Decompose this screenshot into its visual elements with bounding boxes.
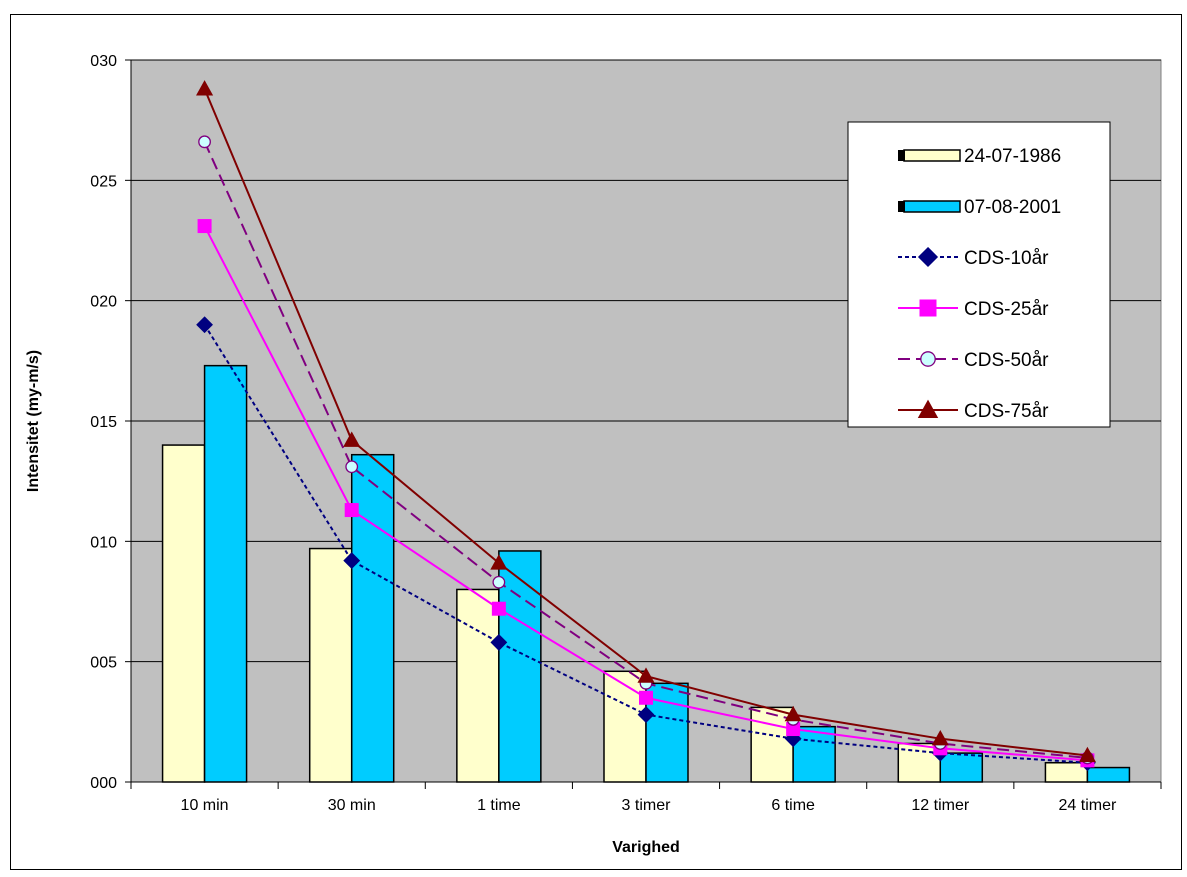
y-tick-label: 025 [90,173,117,190]
point-square-3 [639,690,653,705]
legend-key-bar-shadow-2 [898,201,905,212]
point-circle-1 [345,460,359,474]
x-tick-label: 6 time [771,797,815,814]
legend-key-marker-triangle [917,399,939,418]
legend-key-bar-2 [903,200,961,213]
bar-2-6 [1086,766,1131,783]
x-tick-label: 12 timer [911,797,969,814]
bar-1-3 [603,670,647,783]
x-tick-labels: 10 min 30 min 1 time 3 timer 6 time 12 timer 2… [181,797,1117,814]
point-square-0 [197,219,212,234]
x-tick-label: 10 min [181,797,229,814]
legend-box [847,121,1111,428]
legend-label: 07-08-2001 [964,197,1061,218]
y-tick-label: 015 [90,414,117,431]
y-tick-label: 000 [90,775,117,792]
point-circle-0 [198,135,211,149]
point-triangle-1 [343,431,361,447]
bar-1-0 [161,444,206,783]
y-axis-title: Intensitet (my-m/s) [25,350,42,492]
point-diamond-2 [490,634,508,651]
legend-key-bar-shadow-1 [898,150,905,161]
point-square-1 [344,503,359,518]
point-triangle-4 [784,705,802,722]
line-series [196,80,1096,772]
y-tick-label: 005 [90,655,117,672]
legend-label: 24-07-1986 [964,146,1061,167]
point-diamond-4 [784,730,802,748]
legend: 24-07-1986 07-08-2001 CDS-10år CDS-25år CDS-… [847,121,1111,428]
point-triangle-0 [196,80,214,96]
point-circle-2 [492,575,506,589]
legend-label: CDS-10år [964,248,1049,269]
legend-label: CDS-50år [964,350,1049,371]
legend-label: CDS-75år [964,401,1049,422]
bar-1-2 [456,588,500,783]
legend-key-bar-1 [903,149,961,162]
axes [125,59,1162,789]
point-triangle-2 [490,554,508,570]
x-tick-label: 1 time [477,797,521,814]
x-tick-label: 30 min [328,797,376,814]
legend-key-marker-diamond [917,246,939,268]
point-diamond-3 [637,706,655,724]
legend-label: CDS-25år [964,299,1049,320]
x-axis-title: Varighed [612,839,680,856]
y-tick-label: 010 [90,534,117,551]
point-triangle-5 [931,729,949,746]
x-tick-label: 3 timer [622,797,672,814]
legend-key-marker-circle [920,351,936,367]
bar-2-0 [203,364,248,783]
bar-1-1 [308,547,353,783]
y-tick-label: 030 [90,53,117,70]
point-diamond-0 [196,316,213,334]
bar-series [161,364,1131,783]
legend-key-marker-square [919,299,937,317]
bar-2-5 [939,752,984,783]
x-tick-label: 24 timer [1059,797,1117,814]
point-triangle-3 [637,667,655,683]
point-diamond-1 [343,552,361,569]
point-square-2 [491,601,506,616]
y-tick-label: 020 [90,294,117,311]
y-tick-labels: 000 005 010 015 020 025 030 [90,53,117,792]
point-triangle-6 [1078,746,1096,763]
